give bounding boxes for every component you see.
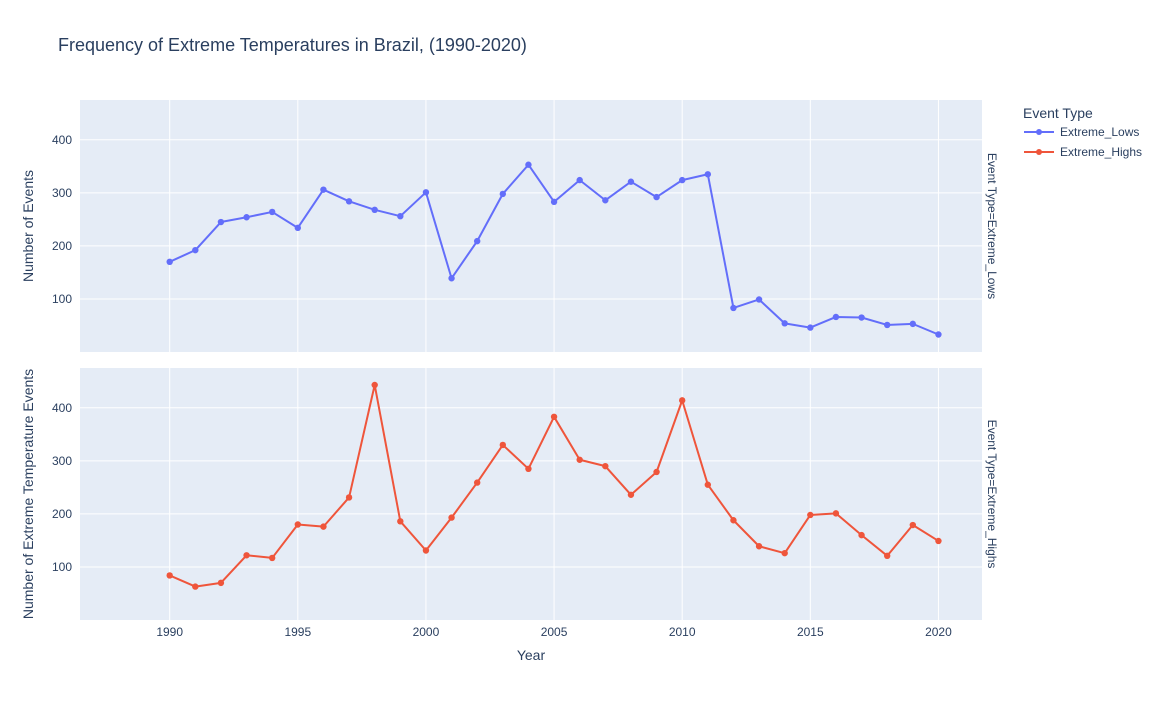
data-point-extreme-lows[interactable] [832, 313, 840, 321]
data-point-extreme-lows[interactable] [320, 186, 327, 193]
grid-layer [80, 100, 982, 620]
data-point-extreme-highs[interactable] [294, 521, 302, 528]
data-point-extreme-highs[interactable] [268, 554, 276, 562]
data-point-extreme-highs[interactable] [499, 441, 507, 449]
chart-title: Frequency of Extreme Temperatures in Bra… [58, 35, 527, 55]
x-tick-label: 1990 [156, 625, 183, 639]
data-point-extreme-lows[interactable] [781, 320, 788, 327]
legend-item-extreme-highs[interactable]: Extreme_Highs [1024, 145, 1142, 159]
data-point-extreme-lows[interactable] [807, 324, 814, 331]
data-point-extreme-lows[interactable] [883, 321, 891, 329]
x-tick-label: 2015 [797, 625, 824, 639]
data-point-extreme-highs[interactable] [243, 552, 250, 559]
data-point-extreme-highs[interactable] [550, 413, 558, 421]
data-point-extreme-highs[interactable] [730, 517, 737, 524]
data-point-extreme-lows[interactable] [935, 331, 942, 338]
panel-bottom-bg [80, 368, 982, 620]
data-point-extreme-highs[interactable] [192, 583, 199, 590]
y-tick-label: 400 [52, 401, 72, 415]
legend-title: Event Type [1023, 105, 1093, 121]
data-point-extreme-lows[interactable] [858, 314, 865, 321]
y-tick-label: 400 [52, 133, 72, 147]
data-point-extreme-lows[interactable] [704, 171, 712, 178]
x-tick-label: 1995 [284, 625, 311, 639]
x-axis-title: Year [517, 647, 546, 663]
y-tick-label: 100 [52, 292, 72, 306]
y-tick-label: 100 [52, 560, 72, 574]
data-point-extreme-highs[interactable] [781, 549, 788, 557]
data-point-extreme-lows[interactable] [730, 304, 737, 312]
data-point-extreme-lows[interactable] [371, 206, 378, 214]
tick-layer: 100 200 300 400 100 200 300 400 1990 1995 2000 2005… [52, 133, 952, 639]
data-point-extreme-lows[interactable] [422, 189, 430, 196]
data-point-extreme-highs[interactable] [602, 462, 609, 470]
data-point-extreme-highs[interactable] [473, 479, 481, 486]
data-point-extreme-highs[interactable] [883, 552, 891, 560]
series-layer [166, 161, 942, 590]
y-tick-label: 300 [52, 454, 72, 468]
y-axis-title-bottom: Number of Extreme Temperature Events [20, 369, 36, 619]
data-point-extreme-lows[interactable] [678, 176, 686, 184]
data-point-extreme-highs[interactable] [832, 510, 840, 517]
data-point-extreme-lows[interactable] [627, 178, 635, 185]
data-point-extreme-lows[interactable] [192, 246, 199, 254]
y-tick-label: 200 [52, 239, 72, 253]
facet-label-bottom: Event Type=Extreme_Highs [985, 420, 999, 569]
data-point-extreme-highs[interactable] [371, 381, 378, 389]
data-point-extreme-lows[interactable] [268, 208, 276, 216]
data-point-extreme-lows[interactable] [345, 198, 353, 205]
x-tick-label: 2000 [413, 625, 440, 639]
data-point-extreme-highs[interactable] [397, 518, 404, 525]
data-point-extreme-lows[interactable] [525, 161, 532, 168]
legend-marker-extreme-lows [1036, 129, 1042, 135]
data-point-extreme-lows[interactable] [448, 275, 455, 282]
x-tick-label: 2020 [925, 625, 952, 639]
y-tick-label: 300 [52, 186, 72, 200]
data-point-extreme-highs[interactable] [448, 514, 455, 521]
legend-marker-extreme-highs [1036, 149, 1042, 155]
data-point-extreme-lows[interactable] [909, 320, 917, 328]
data-point-extreme-highs[interactable] [909, 521, 917, 529]
y-tick-label: 200 [52, 507, 72, 521]
data-point-extreme-lows[interactable] [653, 193, 660, 201]
data-point-extreme-highs[interactable] [755, 543, 763, 550]
data-point-extreme-highs[interactable] [166, 572, 173, 579]
data-point-extreme-lows[interactable] [294, 224, 302, 232]
data-point-extreme-highs[interactable] [627, 491, 635, 498]
data-point-extreme-lows[interactable] [243, 214, 250, 221]
legend-label-extreme-lows: Extreme_Lows [1060, 125, 1139, 139]
data-point-extreme-highs[interactable] [345, 494, 353, 501]
data-point-extreme-lows[interactable] [755, 296, 763, 303]
data-point-extreme-lows[interactable] [576, 176, 583, 184]
legend: Event Type Extreme_Lows Extreme_Highs [1023, 105, 1142, 159]
x-tick-label: 2010 [669, 625, 696, 639]
data-point-extreme-highs[interactable] [576, 456, 583, 463]
panel-top-bg [80, 100, 982, 352]
data-point-extreme-highs[interactable] [422, 547, 430, 554]
data-point-extreme-highs[interactable] [653, 468, 660, 476]
data-point-extreme-highs[interactable] [858, 531, 865, 539]
legend-label-extreme-highs: Extreme_Highs [1060, 145, 1142, 159]
data-point-extreme-highs[interactable] [704, 481, 712, 488]
data-point-extreme-lows[interactable] [602, 197, 609, 204]
data-point-extreme-highs[interactable] [217, 579, 225, 587]
data-point-extreme-lows[interactable] [217, 218, 225, 226]
data-point-extreme-highs[interactable] [935, 537, 942, 545]
x-tick-label: 2005 [541, 625, 568, 639]
y-axis-title-top: Number of Events [20, 170, 36, 282]
data-point-extreme-lows[interactable] [473, 237, 481, 245]
data-point-extreme-highs[interactable] [678, 397, 686, 404]
data-point-extreme-lows[interactable] [499, 190, 507, 198]
data-point-extreme-lows[interactable] [166, 258, 173, 266]
data-point-extreme-lows[interactable] [397, 212, 404, 220]
data-point-extreme-lows[interactable] [550, 198, 558, 206]
data-point-extreme-highs[interactable] [525, 465, 532, 472]
data-point-extreme-highs[interactable] [320, 523, 327, 530]
legend-item-extreme-lows[interactable]: Extreme_Lows [1024, 125, 1139, 139]
facet-label-top: Event Type=Extreme_Lows [985, 153, 999, 299]
data-point-extreme-highs[interactable] [807, 511, 814, 519]
